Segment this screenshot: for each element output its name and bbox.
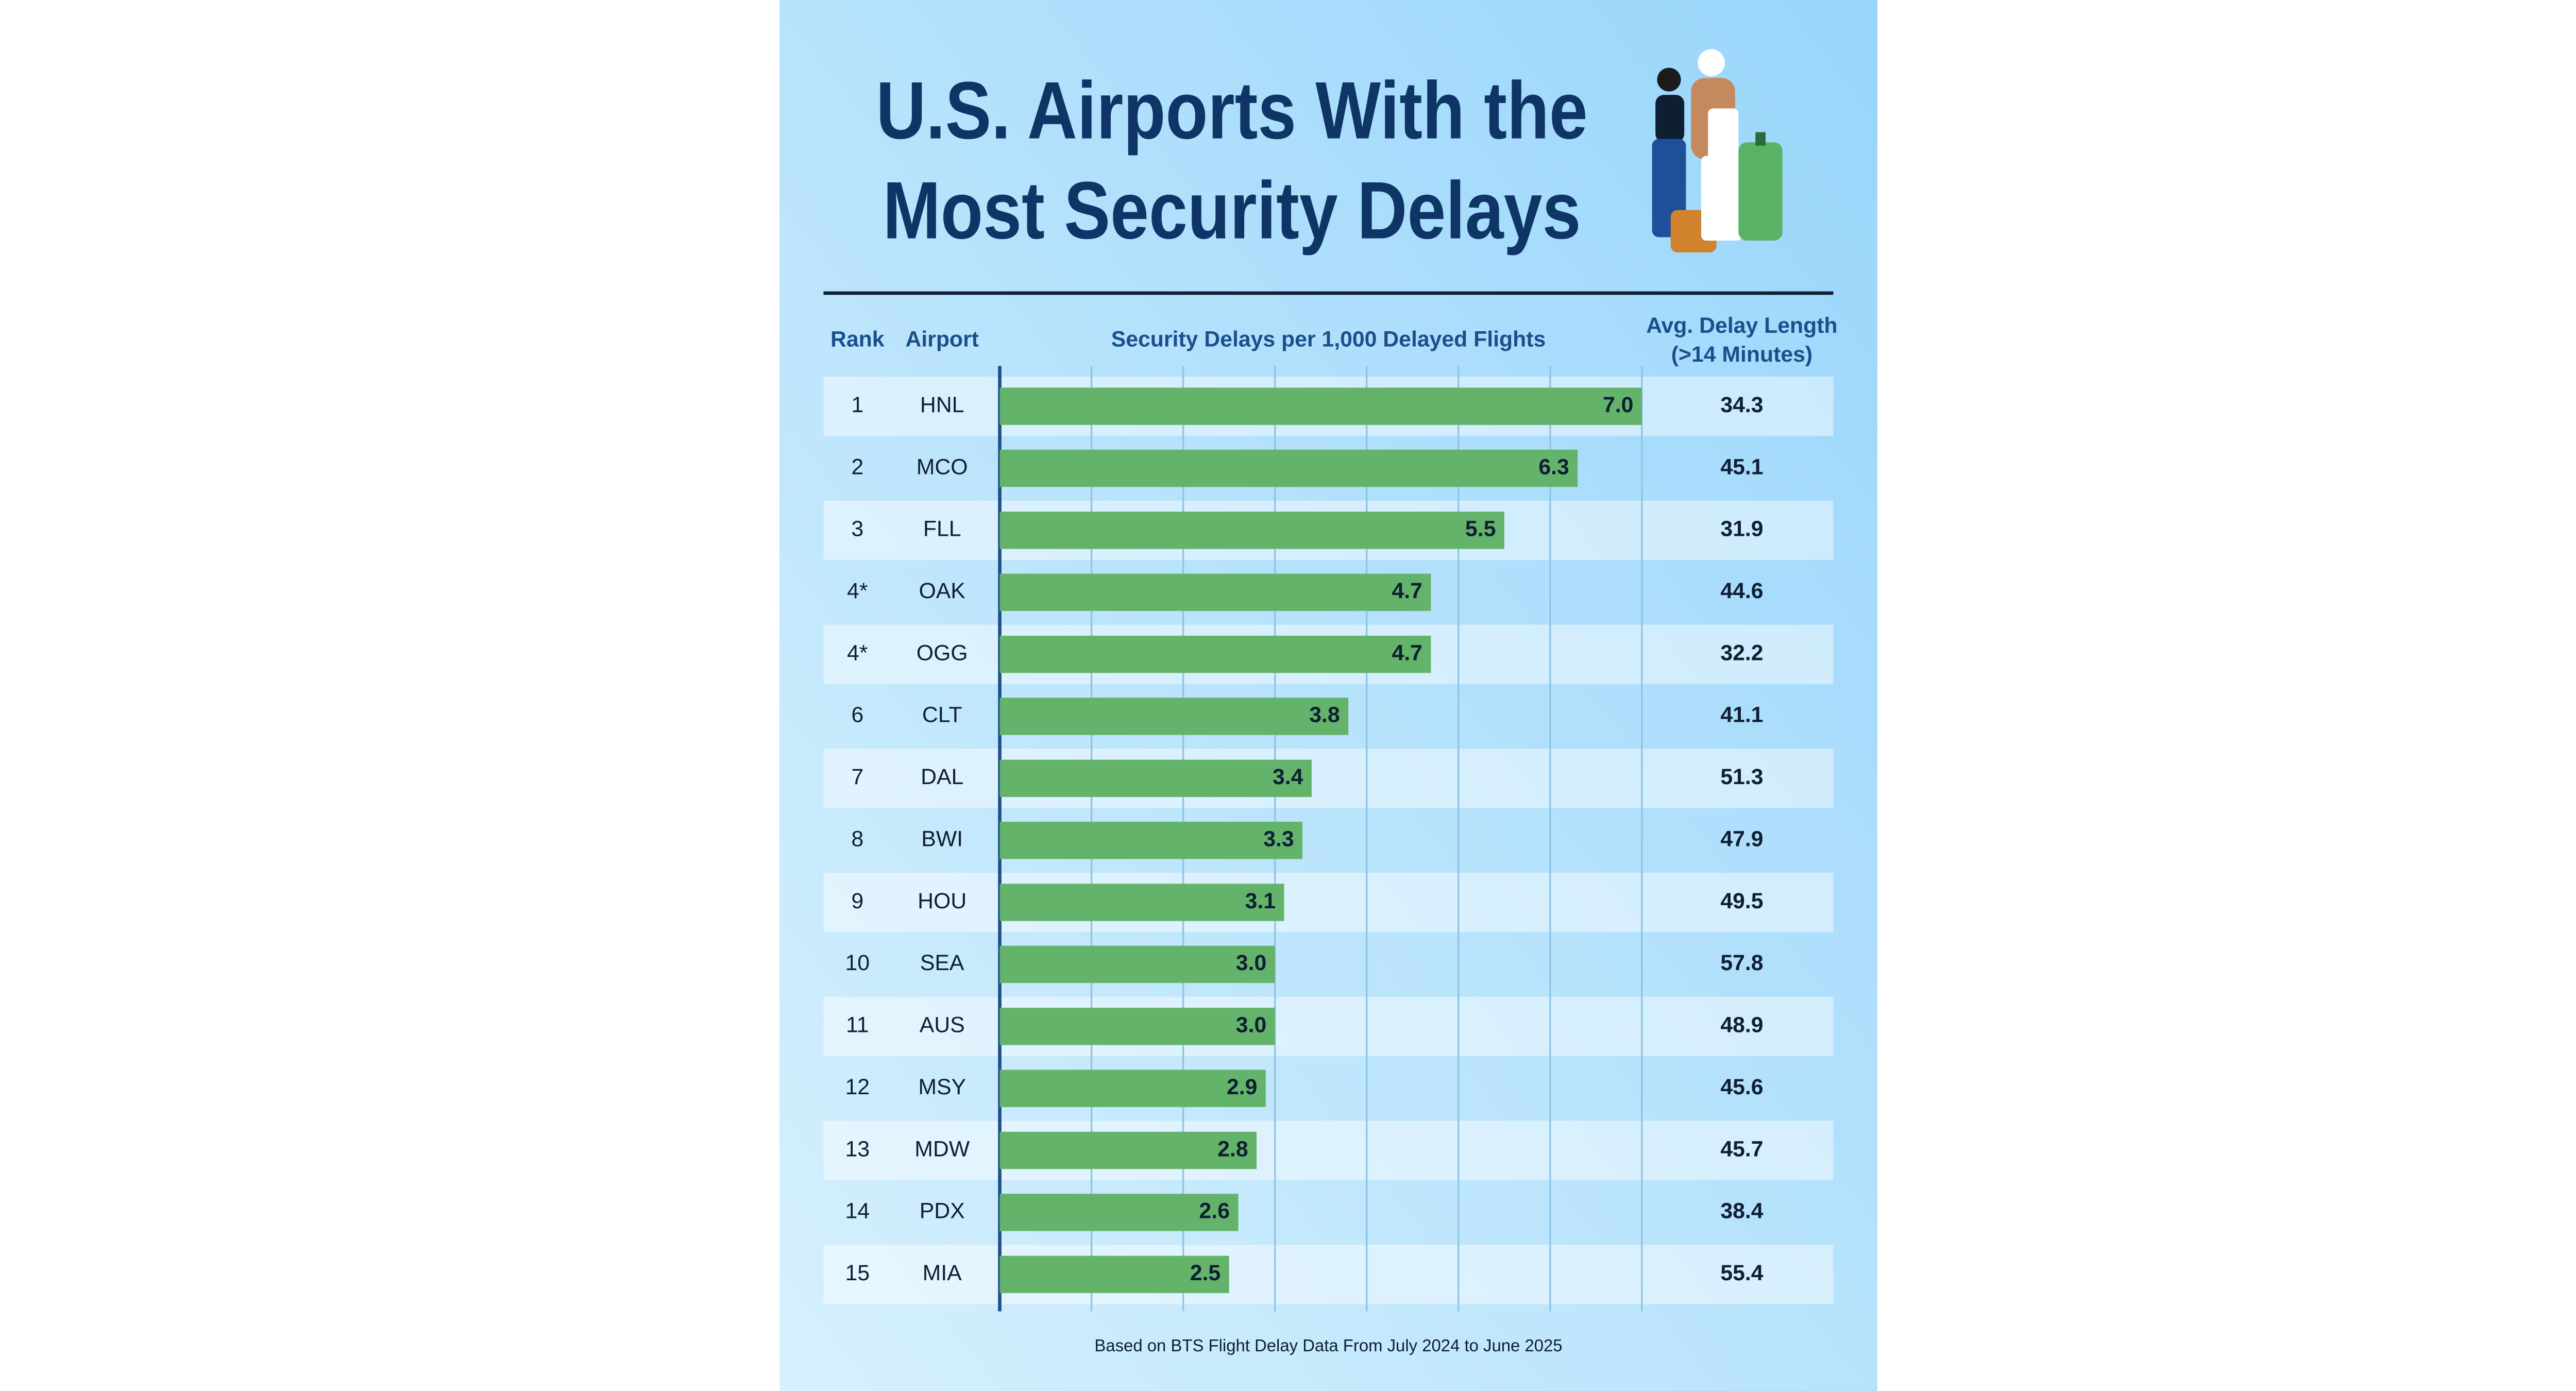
- rank-label: 1: [851, 393, 863, 417]
- bar: [999, 822, 1303, 859]
- rank-label: 11: [846, 1013, 869, 1038]
- column-header: Airport: [905, 327, 979, 351]
- illustration: [1652, 49, 1783, 253]
- value-label: 3.0: [1236, 1013, 1266, 1038]
- category-label: MCO: [917, 454, 968, 479]
- bar: [999, 698, 1349, 735]
- value-label: 3.4: [1273, 765, 1303, 789]
- avg-delay: 47.9: [1720, 826, 1763, 851]
- bar: [999, 387, 1642, 425]
- row-band: [823, 749, 1834, 808]
- chart-title: U.S. Airports With the: [876, 65, 1587, 156]
- rank-label: 4*: [847, 640, 868, 665]
- bar: [999, 884, 1284, 921]
- rank-label: 6: [851, 703, 863, 727]
- column-header: Rank: [831, 327, 885, 351]
- category-label: BWI: [921, 826, 963, 851]
- bar: [999, 512, 1504, 549]
- category-label: MSY: [918, 1075, 966, 1099]
- footnote: Based on BTS Flight Delay Data From July…: [1094, 1336, 1562, 1355]
- bar: [999, 635, 1431, 673]
- row-band: [823, 996, 1834, 1056]
- category-label: HNL: [920, 393, 964, 417]
- category-label: HOU: [918, 889, 967, 913]
- rank-label: 12: [845, 1075, 870, 1099]
- rank-label: 15: [845, 1261, 870, 1285]
- row-band: [823, 872, 1834, 932]
- value-label: 2.8: [1217, 1136, 1248, 1161]
- category-label: SEA: [920, 951, 964, 975]
- bar: [999, 1070, 1266, 1107]
- rank-label: 7: [851, 765, 863, 789]
- avg-delay: 41.1: [1720, 703, 1763, 727]
- avg-delay: 55.4: [1720, 1261, 1763, 1285]
- bar: [999, 449, 1578, 487]
- bar: [999, 1008, 1275, 1045]
- avg-delay: 48.9: [1720, 1013, 1763, 1038]
- rank-label: 14: [845, 1199, 870, 1224]
- row-band: [823, 1245, 1834, 1304]
- axis-title: Security Delays per 1,000 Delayed Flight…: [1111, 327, 1546, 351]
- avg-delay: 32.2: [1720, 640, 1763, 665]
- value-label: 3.3: [1263, 826, 1294, 851]
- category-label: MDW: [914, 1136, 970, 1161]
- rank-label: 13: [845, 1136, 870, 1161]
- rank-label: 3: [851, 517, 863, 541]
- rank-label: 2: [851, 454, 863, 479]
- value-label: 3.1: [1245, 889, 1276, 913]
- value-label: 6.3: [1538, 454, 1569, 479]
- category-label: FLL: [923, 517, 961, 541]
- avg-delay: 34.3: [1720, 393, 1763, 417]
- bars: 1 HNL 7.0 34.3 2 MCO 6.3 45.1 3 FLL 5.5 31.9 4* OAK 4.…: [845, 387, 1764, 1293]
- avg-delay: 44.6: [1720, 579, 1763, 603]
- rows: [823, 377, 1834, 1304]
- row-band: [823, 1121, 1834, 1180]
- avg-delay: 45.7: [1720, 1136, 1763, 1161]
- rank-label: 10: [845, 951, 870, 975]
- bar: [999, 573, 1431, 611]
- category-label: DAL: [921, 765, 963, 789]
- avg-delay: 49.5: [1720, 889, 1763, 913]
- category-label: MIA: [923, 1261, 962, 1285]
- bar: [999, 759, 1312, 797]
- value-label: 3.0: [1236, 951, 1266, 975]
- value-label: 4.7: [1392, 640, 1422, 665]
- column-header: Avg. Delay Length: [1646, 313, 1837, 338]
- category-label: OGG: [917, 640, 968, 665]
- value-label: 7.0: [1603, 393, 1633, 417]
- value-label: 2.5: [1190, 1261, 1221, 1285]
- bar: [999, 1131, 1257, 1169]
- category-label: PDX: [920, 1199, 965, 1224]
- value-label: 4.7: [1392, 579, 1422, 603]
- value-label: 2.9: [1227, 1075, 1257, 1099]
- rank-label: 4*: [847, 579, 868, 603]
- rank-label: 9: [851, 889, 863, 913]
- column-header: (>14 Minutes): [1671, 342, 1812, 367]
- category-label: AUS: [920, 1013, 965, 1038]
- chart-title: Most Security Delays: [883, 165, 1581, 256]
- avg-delay: 31.9: [1720, 517, 1763, 541]
- bar: [999, 1256, 1229, 1293]
- bar: [999, 1194, 1239, 1231]
- rank-label: 8: [851, 826, 863, 851]
- value-label: 2.6: [1199, 1199, 1230, 1224]
- avg-delay: 57.8: [1720, 951, 1763, 975]
- value-label: 5.5: [1465, 517, 1496, 541]
- bar: [999, 945, 1275, 983]
- category-label: CLT: [922, 703, 962, 727]
- avg-delay: 45.1: [1720, 454, 1763, 479]
- avg-delay: 45.6: [1720, 1075, 1763, 1099]
- category-label: OAK: [919, 579, 966, 603]
- avg-delay: 51.3: [1720, 765, 1763, 789]
- value-label: 3.8: [1309, 703, 1340, 727]
- avg-delay: 38.4: [1720, 1199, 1763, 1224]
